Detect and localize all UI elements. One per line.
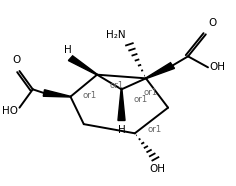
Text: or1: or1 bbox=[147, 125, 161, 134]
Text: H: H bbox=[64, 45, 72, 55]
Text: HO: HO bbox=[2, 106, 18, 116]
Text: O: O bbox=[208, 18, 216, 28]
Text: or1: or1 bbox=[83, 91, 97, 100]
Text: H: H bbox=[118, 125, 125, 135]
Text: or1: or1 bbox=[144, 88, 158, 97]
Polygon shape bbox=[43, 90, 71, 97]
Text: O: O bbox=[12, 55, 20, 65]
Text: or1: or1 bbox=[109, 81, 124, 90]
Text: H₂N: H₂N bbox=[106, 30, 126, 40]
Text: or1: or1 bbox=[134, 95, 148, 104]
Text: OH: OH bbox=[149, 164, 165, 174]
Polygon shape bbox=[118, 89, 125, 121]
Polygon shape bbox=[68, 56, 97, 75]
Polygon shape bbox=[146, 63, 174, 79]
Text: OH: OH bbox=[209, 62, 225, 72]
